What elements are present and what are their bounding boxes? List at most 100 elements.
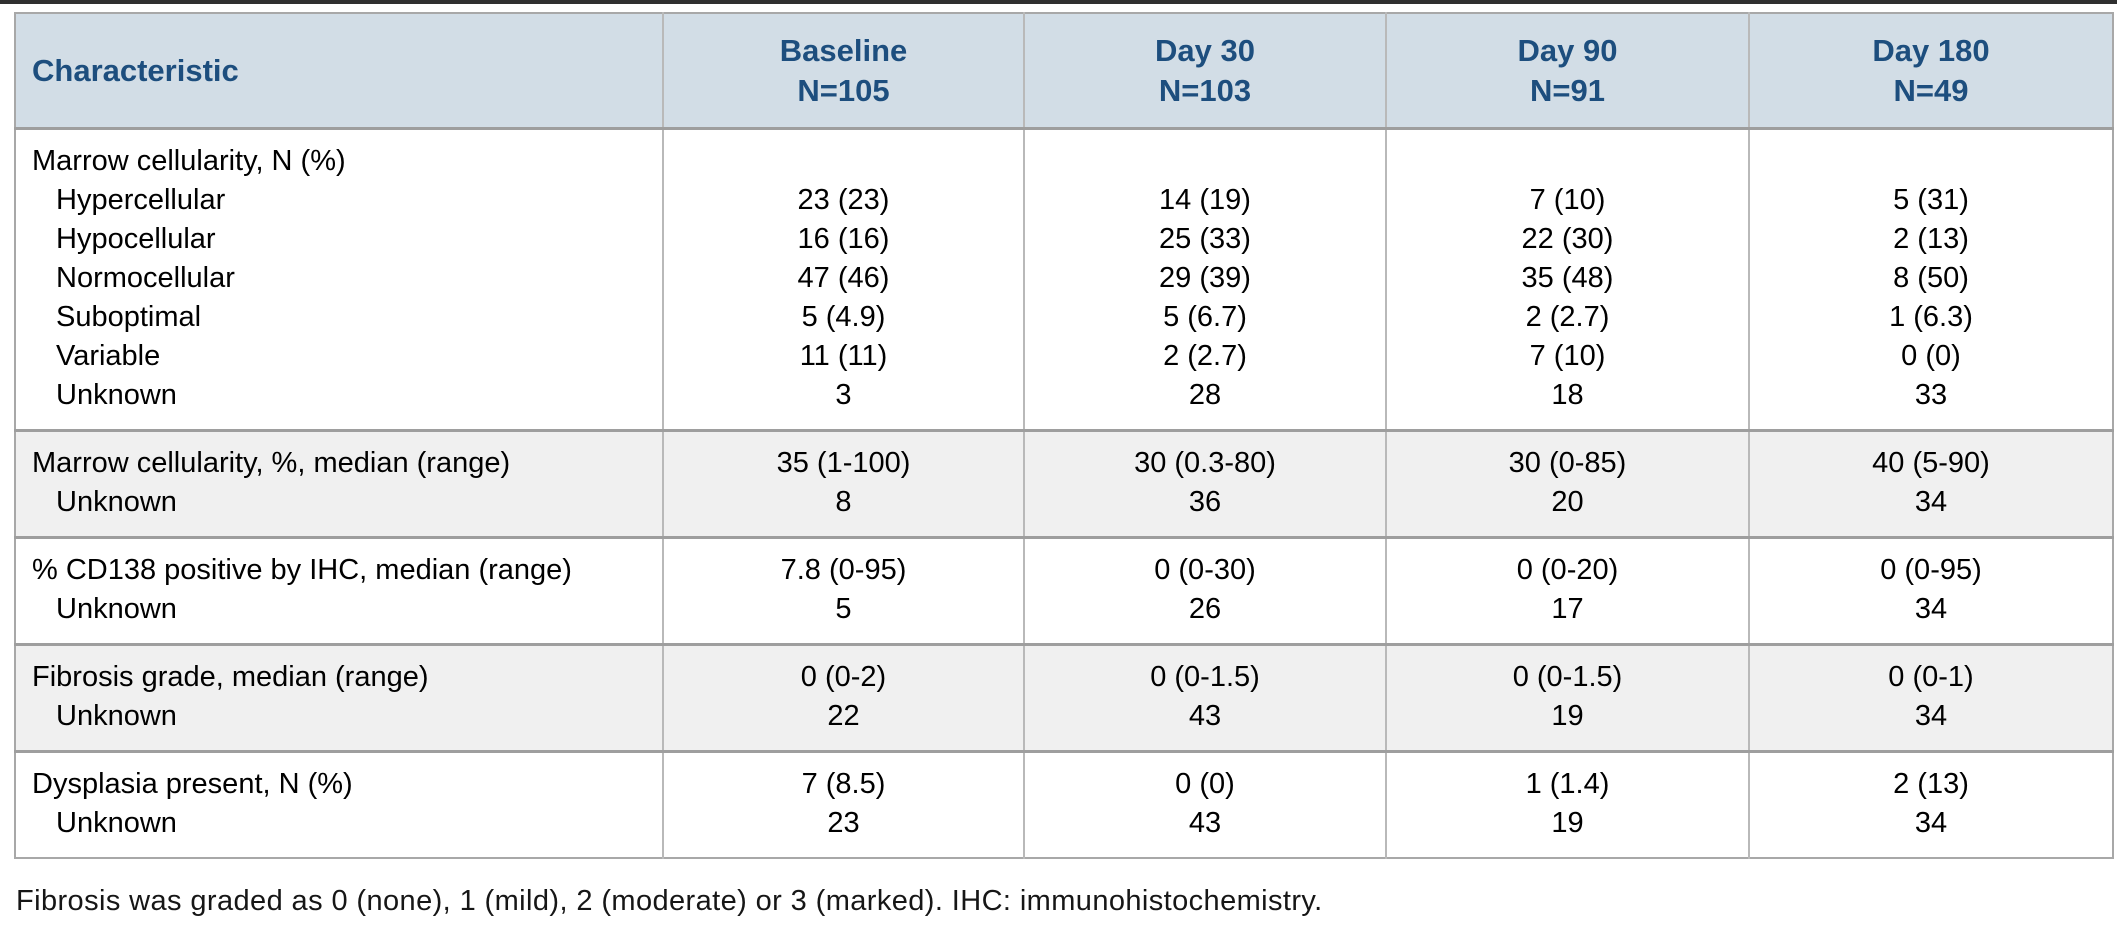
cell-value: 11 (11) xyxy=(662,337,1024,376)
cell-value: 19 xyxy=(1385,697,1749,752)
cell-value: 34 xyxy=(1748,483,2113,538)
page: Characteristic Baseline N=105 Day 30 N=1… xyxy=(0,4,2117,918)
cell-value: 47 (46) xyxy=(662,259,1024,298)
row-label: Dysplasia present, N (%) xyxy=(32,768,353,800)
table-row: Marrow cellularity, N (%) xyxy=(15,128,2113,181)
cell-value: 5 (6.7) xyxy=(1023,298,1386,337)
column-header-baseline: Baseline N=105 xyxy=(662,13,1024,129)
cell-value: 0 (0) xyxy=(1023,751,1386,804)
table-row: Hypocellular 16 (16) 25 (33) 22 (30) 2 (… xyxy=(15,220,2113,259)
cell-value: 43 xyxy=(1023,804,1386,858)
cell-value: 7.8 (0-95) xyxy=(662,537,1024,590)
cell-value: 18 xyxy=(1385,376,1749,431)
cell-value: 30 (0.3-80) xyxy=(1023,430,1386,483)
cell-value: 0 (0-2) xyxy=(662,644,1024,697)
cell-value: 36 xyxy=(1023,483,1386,538)
column-header-day-90: Day 90 N=91 xyxy=(1385,13,1749,129)
cell-value: 2 (13) xyxy=(1748,751,2113,804)
row-label: Suboptimal xyxy=(56,301,202,333)
cell-value: 5 (4.9) xyxy=(662,298,1024,337)
row-label: Marrow cellularity, N (%) xyxy=(32,145,346,177)
cell-value: 22 xyxy=(662,697,1024,752)
table-row: Fibrosis grade, median (range) 0 (0-2) 0… xyxy=(15,644,2113,697)
table-row: Unknown 8 36 20 34 xyxy=(15,483,2113,538)
characteristics-table: Characteristic Baseline N=105 Day 30 N=1… xyxy=(14,12,2114,859)
cell-value: 1 (6.3) xyxy=(1748,298,2113,337)
section-fibrosis-grade: Fibrosis grade, median (range) 0 (0-2) 0… xyxy=(15,644,2113,752)
cell-value: 0 (0-1.5) xyxy=(1023,644,1386,697)
cell-value: 34 xyxy=(1748,804,2113,858)
cell-value: 23 (23) xyxy=(662,181,1024,220)
row-label: Marrow cellularity, %, median (range) xyxy=(15,430,663,483)
table-row: Unknown 23 43 19 34 xyxy=(15,804,2113,858)
table-row: Hypercellular 23 (23) 14 (19) 7 (10) 5 (… xyxy=(15,181,2113,220)
section-marrow-cellularity-n: Marrow cellularity, N (%) Hypercellular … xyxy=(15,128,2113,431)
cell-value: 8 (50) xyxy=(1748,259,2113,298)
row-label: Hypocellular xyxy=(56,223,216,255)
cell-value: 5 xyxy=(662,590,1024,645)
column-header-day-30: Day 30 N=103 xyxy=(1023,13,1386,129)
cell-value: 0 (0-20) xyxy=(1385,537,1749,590)
row-label: Unknown xyxy=(15,483,663,538)
cell-value: 0 (0) xyxy=(1748,337,2113,376)
cell-value: 7 (10) xyxy=(1385,181,1749,220)
cell-value: 7 (8.5) xyxy=(662,751,1024,804)
cell-value xyxy=(1023,128,1386,181)
column-label: Day 90 xyxy=(1517,32,1618,68)
cell-value: 34 xyxy=(1748,590,2113,645)
cell-value: 26 xyxy=(1023,590,1386,645)
table-row: Unknown 3 28 18 33 xyxy=(15,376,2113,431)
row-label: Unknown xyxy=(56,593,177,625)
cell-value: 16 (16) xyxy=(662,220,1024,259)
cell-value: 40 (5-90) xyxy=(1748,430,2113,483)
cell-value: 22 (30) xyxy=(1385,220,1749,259)
cell-value: 35 (48) xyxy=(1385,259,1749,298)
column-n: N=91 xyxy=(1530,72,1605,108)
row-label: Variable xyxy=(56,340,161,372)
column-label: Baseline xyxy=(779,32,908,68)
column-label: Characteristic xyxy=(32,52,239,88)
cell-value xyxy=(662,128,1024,181)
table-header: Characteristic Baseline N=105 Day 30 N=1… xyxy=(15,13,2113,129)
cell-value: 33 xyxy=(1748,376,2113,431)
table-row: Unknown 22 43 19 34 xyxy=(15,697,2113,752)
column-n: N=103 xyxy=(1158,72,1252,108)
cell-value: 34 xyxy=(1748,697,2113,752)
cell-value: 0 (0-95) xyxy=(1748,537,2113,590)
table-row: Suboptimal 5 (4.9) 5 (6.7) 2 (2.7) 1 (6.… xyxy=(15,298,2113,337)
table-row: Marrow cellularity, %, median (range) 35… xyxy=(15,430,2113,483)
column-n: N=49 xyxy=(1893,72,1969,108)
row-label: Normocellular xyxy=(56,262,235,294)
cell-value: 23 xyxy=(662,804,1024,858)
column-label: Day 180 xyxy=(1872,32,1990,68)
cell-value: 0 (0-30) xyxy=(1023,537,1386,590)
table-row: Normocellular 47 (46) 29 (39) 35 (48) 8 … xyxy=(15,259,2113,298)
header-row: Characteristic Baseline N=105 Day 30 N=1… xyxy=(15,13,2113,129)
row-label: Hypercellular xyxy=(56,184,226,216)
cell-value: 3 xyxy=(662,376,1024,431)
cell-value: 5 (31) xyxy=(1748,181,2113,220)
cell-value: 0 (0-1.5) xyxy=(1385,644,1749,697)
table-row: Dysplasia present, N (%) 7 (8.5) 0 (0) 1… xyxy=(15,751,2113,804)
cell-value: 8 xyxy=(662,483,1024,538)
column-header-day-180: Day 180 N=49 xyxy=(1748,13,2113,129)
table-row: Unknown 5 26 17 34 xyxy=(15,590,2113,645)
cell-value: 30 (0-85) xyxy=(1385,430,1749,483)
cell-value: 43 xyxy=(1023,697,1386,752)
column-label: Day 30 xyxy=(1155,32,1255,68)
cell-value: 35 (1-100) xyxy=(662,430,1024,483)
row-label: Unknown xyxy=(15,697,663,752)
cell-value xyxy=(1385,128,1749,181)
section-dysplasia: Dysplasia present, N (%) 7 (8.5) 0 (0) 1… xyxy=(15,751,2113,858)
cell-value: 28 xyxy=(1023,376,1386,431)
table-row: Variable 11 (11) 2 (2.7) 7 (10) 0 (0) xyxy=(15,337,2113,376)
section-marrow-cellularity-percent: Marrow cellularity, %, median (range) 35… xyxy=(15,430,2113,538)
cell-value: 2 (2.7) xyxy=(1385,298,1749,337)
column-n: N=105 xyxy=(797,72,890,108)
cell-value: 29 (39) xyxy=(1023,259,1386,298)
cell-value: 19 xyxy=(1385,804,1749,858)
cell-value xyxy=(1748,128,2113,181)
section-cd138-ihc: % CD138 positive by IHC, median (range) … xyxy=(15,537,2113,645)
row-label: Unknown xyxy=(56,379,177,411)
cell-value: 25 (33) xyxy=(1023,220,1386,259)
